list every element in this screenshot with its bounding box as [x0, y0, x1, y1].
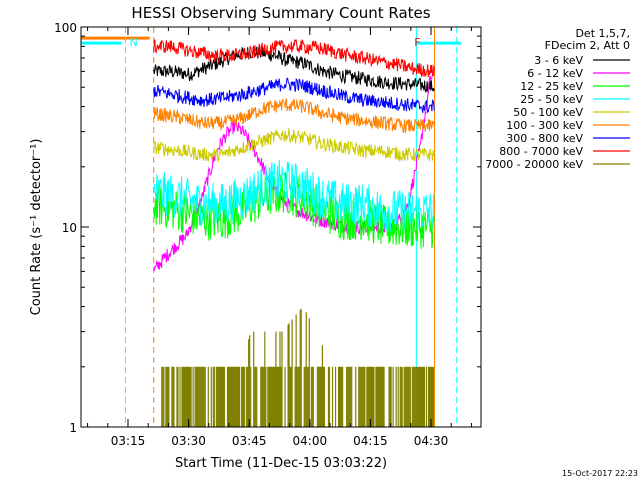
legend-label: 800 - 7000 keV [499, 145, 583, 158]
series-5 [153, 128, 435, 163]
legend-label: 25 - 50 keV [520, 93, 583, 106]
legend-label: 300 - 800 keV [506, 132, 583, 145]
series-1 [153, 46, 435, 94]
x-tick-label: 03:15 [111, 434, 146, 448]
legend-label: 100 - 300 keV [506, 119, 583, 132]
axes: 03:15 03:30 03:45 04:00 04:15 04:30 1 10 100 [54, 21, 481, 448]
legend-header-line: FDecim 2, Att 0 [545, 39, 630, 52]
series-4 [153, 160, 435, 233]
legend-header-line: Det 1,5,7, [575, 27, 630, 40]
legend-label: 50 - 100 keV [513, 106, 583, 119]
series-7 [153, 77, 435, 114]
x-tick-label: 03:30 [171, 434, 206, 448]
series-line [153, 39, 435, 78]
y-tick-label: 10 [62, 221, 77, 235]
series-6 [153, 98, 435, 133]
x-axis-label: Start Time (11-Dec-15 03:03:22) [175, 456, 387, 471]
series-line [153, 160, 435, 233]
chart-title: HESSI Observing Summary Count Rates [131, 4, 430, 22]
legend-label: 7000 - 20000 keV [485, 158, 583, 171]
series-line [153, 77, 435, 114]
y-axis-label: Count Rate (s⁻¹ detector⁻¹) [29, 139, 44, 316]
series-line [153, 98, 435, 133]
x-tick-label: 04:30 [414, 434, 449, 448]
legend-label: 12 - 25 keV [520, 80, 583, 93]
y-tick-label: 100 [54, 21, 77, 35]
annotation-n: N [129, 36, 137, 49]
y-tick-label: 1 [69, 421, 77, 435]
x-tick-label: 04:15 [353, 434, 388, 448]
plot-timestamp: 15-Oct-2017 22:23 [562, 469, 638, 478]
legend-label: 3 - 6 keV [534, 54, 583, 67]
legend-label: 6 - 12 keV [527, 67, 583, 80]
x-tick-label: 03:45 [232, 434, 267, 448]
series-line [153, 128, 435, 163]
x-tick-label: 04:00 [293, 434, 328, 448]
series-line [153, 46, 435, 94]
series-8 [153, 39, 435, 78]
series-9 [161, 308, 435, 427]
annotation-f: F [414, 36, 420, 49]
